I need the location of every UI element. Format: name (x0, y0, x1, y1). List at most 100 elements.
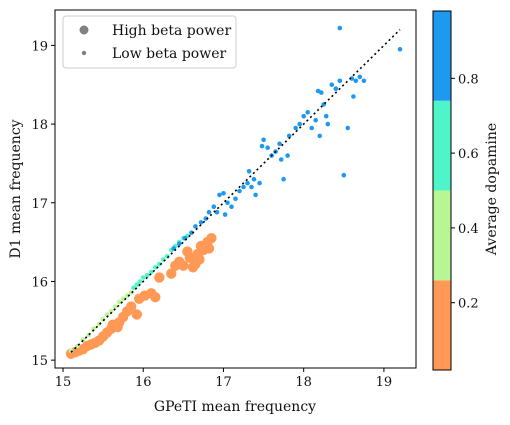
data-point (221, 191, 226, 196)
data-point (361, 78, 367, 84)
data-point (345, 125, 351, 131)
reference-line (70, 29, 401, 353)
x-axis-ticks: 15 16 17 18 19 (55, 368, 392, 390)
y-axis-label: D1 mean frequency (8, 119, 24, 258)
data-point (285, 153, 290, 158)
data-point (317, 133, 323, 139)
data-point (140, 275, 146, 280)
y-tick-label: 15 (31, 354, 48, 369)
data-point (397, 47, 403, 52)
data-point (333, 86, 339, 91)
x-tick-label: 18 (295, 375, 312, 390)
legend: High beta power Low beta power (62, 15, 237, 69)
data-point (211, 204, 217, 209)
data-point (293, 125, 299, 131)
y-tick-label: 16 (31, 275, 48, 290)
plot-frame (54, 9, 417, 369)
data-point (265, 145, 270, 150)
data-point (278, 157, 284, 162)
data-point (177, 241, 182, 246)
data-point (241, 184, 246, 190)
data-point (286, 133, 292, 139)
data-point (277, 141, 282, 147)
data-point (189, 230, 194, 235)
data-point (108, 309, 114, 314)
x-axis-label: GPeTI mean frequency (154, 399, 316, 415)
data-point (257, 180, 262, 186)
colorbar-bin (433, 11, 451, 101)
data-point (297, 121, 303, 127)
data-point (329, 82, 335, 87)
data-point (214, 209, 220, 215)
data-point (137, 279, 143, 284)
x-tick-label: 16 (135, 375, 152, 390)
x-tick-label: 15 (55, 375, 72, 390)
data-point (305, 110, 311, 115)
data-point (323, 113, 329, 119)
data-point (184, 252, 195, 263)
legend-marker-high (79, 25, 89, 35)
y-tick-label: 17 (31, 197, 48, 212)
colorbar-frame (432, 10, 452, 371)
y-tick-label: 18 (31, 118, 48, 133)
colorbar-bin (433, 190, 451, 281)
colorbar-label: Average dopamine (484, 123, 500, 256)
data-point (157, 261, 162, 267)
data-point (150, 292, 161, 303)
data-point (198, 220, 204, 225)
data-point (253, 192, 258, 198)
data-point (134, 282, 140, 287)
data-point (349, 76, 355, 81)
data-point (353, 78, 359, 84)
data-point (116, 299, 122, 305)
legend-marker-low (81, 50, 87, 56)
data-point (261, 137, 266, 143)
data-point (325, 121, 331, 127)
data-point (153, 265, 158, 270)
colorbar-bin (433, 280, 451, 370)
data-point (206, 209, 212, 215)
data-point (154, 272, 165, 283)
data-point (251, 176, 257, 182)
data-point (166, 268, 177, 279)
data-point (246, 169, 252, 174)
colorbar-tick-label: 0.2 (458, 297, 479, 312)
data-point (178, 260, 189, 271)
y-tick-label: 19 (31, 39, 48, 54)
legend-label-high: High beta power (112, 23, 231, 39)
data-point (229, 204, 234, 209)
data-point (315, 88, 321, 94)
x-tick-label: 19 (376, 375, 393, 390)
data-point (131, 285, 136, 291)
colorbar (432, 10, 452, 371)
data-point (225, 200, 230, 206)
data-point (104, 312, 110, 317)
data-point (313, 117, 319, 123)
data-point (249, 184, 254, 190)
data-point (126, 301, 137, 312)
data-point (281, 176, 286, 182)
colorbar-tick-label: 0.8 (458, 72, 479, 87)
data-point (131, 309, 142, 320)
x-tick-label: 17 (215, 375, 232, 390)
data-point (222, 212, 228, 217)
data-points-group (65, 25, 403, 359)
data-point (68, 348, 74, 354)
data-point (259, 143, 265, 149)
data-point (112, 304, 118, 309)
data-point (193, 224, 198, 229)
data-point (165, 253, 170, 259)
data-point (245, 180, 250, 186)
data-point (206, 233, 217, 244)
colorbar-tick-label: 0.4 (458, 222, 479, 237)
data-point (237, 188, 242, 194)
data-point (124, 293, 130, 298)
data-point (192, 248, 203, 260)
y-axis-ticks: 15 16 17 18 19 (31, 39, 55, 369)
colorbar-tick-label: 0.6 (458, 147, 479, 162)
legend-box (62, 15, 237, 69)
data-point (351, 94, 356, 99)
data-point (120, 296, 126, 302)
